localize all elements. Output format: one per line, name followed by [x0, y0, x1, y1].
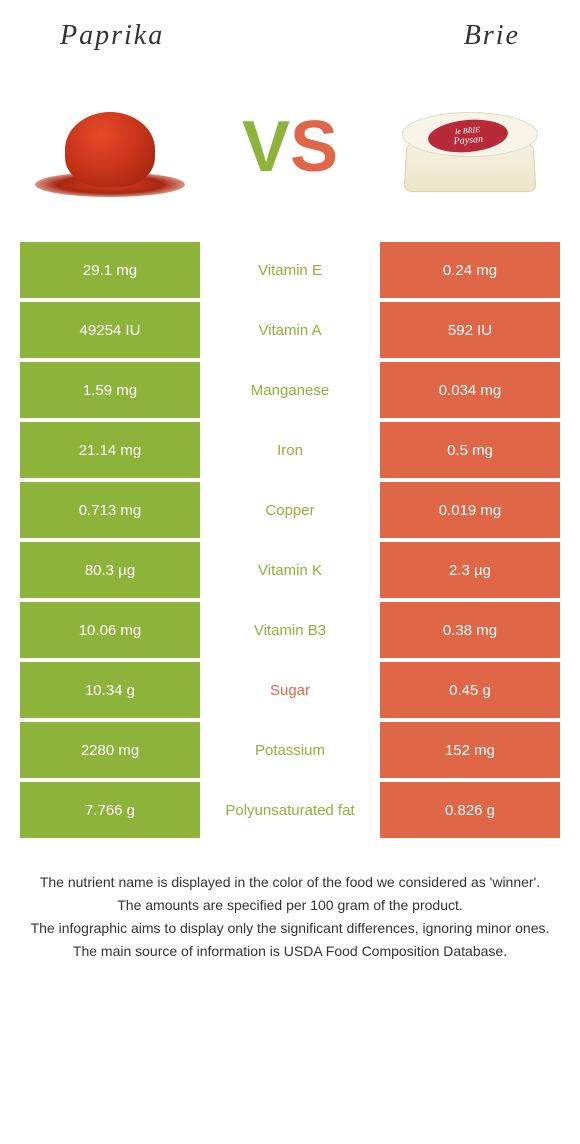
title-right: Brie [464, 20, 520, 52]
vs-v: V [242, 106, 290, 188]
paprika-image [20, 77, 200, 217]
value-left: 49254 IU [20, 302, 200, 358]
table-row: 10.06 mgVitamin B30.38 mg [20, 602, 560, 658]
footer-line2: The amounts are specified per 100 gram o… [30, 895, 550, 916]
title-left: Paprika [60, 20, 164, 52]
value-right: 0.034 mg [380, 362, 560, 418]
value-right: 0.45 g [380, 662, 560, 718]
footer-line1: The nutrient name is displayed in the co… [30, 872, 550, 893]
table-row: 0.713 mgCopper0.019 mg [20, 482, 560, 538]
table-row: 2280 mgPotassium152 mg [20, 722, 560, 778]
nutrient-name: Vitamin B3 [200, 602, 380, 658]
table-row: 7.766 gPolyunsaturated fat0.826 g [20, 782, 560, 838]
brie-image: le BRIE Paysan [380, 77, 560, 217]
footer-line4: The main source of information is USDA F… [30, 941, 550, 962]
value-left: 10.06 mg [20, 602, 200, 658]
vs-s: S [290, 106, 338, 188]
value-left: 10.34 g [20, 662, 200, 718]
nutrient-name: Vitamin E [200, 242, 380, 298]
value-left: 7.766 g [20, 782, 200, 838]
value-right: 2.3 µg [380, 542, 560, 598]
header: Paprika Brie [0, 0, 580, 62]
value-left: 80.3 µg [20, 542, 200, 598]
value-right: 152 mg [380, 722, 560, 778]
value-right: 0.019 mg [380, 482, 560, 538]
table-row: 29.1 mgVitamin E0.24 mg [20, 242, 560, 298]
nutrient-name: Copper [200, 482, 380, 538]
table-row: 1.59 mgManganese0.034 mg [20, 362, 560, 418]
vs-label: VS [242, 106, 338, 188]
value-right: 0.5 mg [380, 422, 560, 478]
nutrient-name: Potassium [200, 722, 380, 778]
table-row: 10.34 gSugar0.45 g [20, 662, 560, 718]
nutrient-name: Iron [200, 422, 380, 478]
table-row: 80.3 µgVitamin K2.3 µg [20, 542, 560, 598]
table-row: 21.14 mgIron0.5 mg [20, 422, 560, 478]
brie-label-line2: Paysan [453, 134, 483, 148]
value-right: 592 IU [380, 302, 560, 358]
value-left: 29.1 mg [20, 242, 200, 298]
value-left: 0.713 mg [20, 482, 200, 538]
value-left: 1.59 mg [20, 362, 200, 418]
comparison-table: 29.1 mgVitamin E0.24 mg49254 IUVitamin A… [20, 242, 560, 838]
nutrient-name: Polyunsaturated fat [200, 782, 380, 838]
images-row: VS le BRIE Paysan [0, 62, 580, 242]
footer-line3: The infographic aims to display only the… [30, 918, 550, 939]
value-left: 21.14 mg [20, 422, 200, 478]
footer: The nutrient name is displayed in the co… [0, 842, 580, 984]
nutrient-name: Vitamin A [200, 302, 380, 358]
nutrient-name: Manganese [200, 362, 380, 418]
nutrient-name: Sugar [200, 662, 380, 718]
table-row: 49254 IUVitamin A592 IU [20, 302, 560, 358]
nutrient-name: Vitamin K [200, 542, 380, 598]
value-right: 0.38 mg [380, 602, 560, 658]
value-right: 0.826 g [380, 782, 560, 838]
value-left: 2280 mg [20, 722, 200, 778]
value-right: 0.24 mg [380, 242, 560, 298]
